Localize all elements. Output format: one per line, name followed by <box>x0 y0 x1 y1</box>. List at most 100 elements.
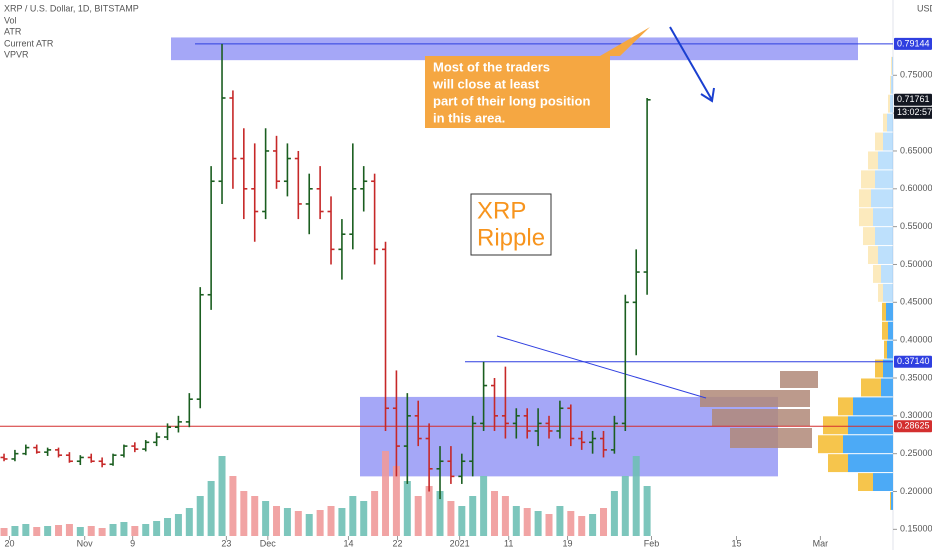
callout-line: part of their long position <box>433 93 590 108</box>
volume-bar <box>327 506 335 536</box>
countdown-tag <box>894 106 932 119</box>
volume-bar <box>196 496 204 536</box>
vpvr-down <box>859 208 873 227</box>
vpvr-down <box>888 94 890 113</box>
vpvr-down <box>878 283 883 302</box>
volume-bar <box>403 481 411 536</box>
vpvr-up <box>883 132 893 151</box>
y-tick-label: 0.45000 <box>900 297 932 307</box>
x-tick-label: 22 <box>392 538 402 548</box>
price-tag-label: 0.37140 <box>897 356 930 366</box>
volume-bar <box>120 522 128 536</box>
vpvr-down <box>859 189 871 208</box>
vpvr-up <box>848 416 893 435</box>
volume-bar <box>11 526 19 536</box>
vpvr-up <box>853 397 893 416</box>
profile-row <box>700 390 810 407</box>
volume-bar <box>338 508 346 536</box>
vpvr-down <box>873 264 881 283</box>
profile-row <box>730 428 812 448</box>
volume-bar <box>305 514 313 536</box>
vpvr <box>818 56 893 510</box>
vpvr-up <box>892 56 893 75</box>
x-tick-label: 15 <box>731 538 741 548</box>
volume-bar <box>153 521 161 536</box>
vpvr-up <box>887 113 893 132</box>
volume-bar <box>436 491 444 536</box>
x-tick-label: 20 <box>4 538 14 548</box>
vpvr-up <box>843 435 893 454</box>
indicator: Current ATR <box>4 38 54 48</box>
volume-bar <box>185 508 193 536</box>
y-tick-label: 0.55000 <box>900 221 932 231</box>
x-tick-label: Feb <box>644 538 660 548</box>
volume-bar <box>207 481 215 536</box>
volume-bar <box>382 451 390 536</box>
vpvr-down <box>818 435 843 454</box>
vpvr-down <box>875 359 883 378</box>
profile-row <box>780 371 818 388</box>
vpvr-down <box>861 378 881 397</box>
vpvr-down <box>890 75 891 94</box>
chart-title: XRP / U.S. Dollar, 1D, BITSTAMP <box>4 3 139 13</box>
x-tick-label: 14 <box>343 538 353 548</box>
volume-bar <box>632 456 640 536</box>
vpvr-down <box>838 397 853 416</box>
arrow-head <box>700 87 715 103</box>
fixed-range-profile <box>700 371 818 448</box>
trend-line <box>496 335 707 399</box>
volume-bar <box>76 527 84 536</box>
vpvr-up <box>891 492 893 510</box>
vpvr-up <box>883 283 893 302</box>
volume-bar <box>349 496 357 536</box>
axes: 0.15000 0.20000 0.25000 0.30000 0.35000 0.400… <box>4 37 932 548</box>
y-tick-label: 0.40000 <box>900 335 932 345</box>
x-tick-label: 11 <box>504 538 513 548</box>
y-tick-label: 0.60000 <box>900 183 932 193</box>
price-tag-label: 0.28625 <box>897 421 930 431</box>
volume-bar <box>218 456 226 536</box>
x-tick-label: 23 <box>221 538 231 548</box>
volume-bar <box>98 528 106 536</box>
vpvr-down <box>884 340 887 359</box>
volume-bar <box>469 496 477 536</box>
volume-bar <box>251 496 259 536</box>
volume-bar <box>131 526 139 536</box>
label-line: XRP <box>477 197 526 224</box>
volume-bar <box>240 491 248 536</box>
x-tick-label: 19 <box>563 538 573 548</box>
volume-bar <box>512 506 520 536</box>
volume-bar <box>545 514 553 536</box>
vpvr-down <box>882 321 888 340</box>
volume-bar <box>371 491 379 536</box>
volume-bar <box>425 486 433 536</box>
volume-bar <box>44 526 52 536</box>
vpvr-down <box>863 227 875 246</box>
y-tick-label: 0.25000 <box>900 448 932 458</box>
vpvr-up <box>883 359 893 378</box>
vpvr-up <box>887 340 893 359</box>
x-tick-label: 2021 <box>450 538 470 548</box>
volume-bar <box>0 528 8 536</box>
volume-bar <box>491 491 499 536</box>
ohlc-bars <box>0 43 651 500</box>
volume-bar <box>283 508 291 536</box>
vpvr-down <box>861 170 875 189</box>
volume-bar <box>643 486 651 536</box>
price-tag <box>894 420 932 433</box>
volume-bar <box>414 496 422 536</box>
y-tick-label: 0.50000 <box>900 259 932 269</box>
vpvr-up <box>890 94 893 113</box>
indicator: ATR <box>4 26 22 36</box>
x-tick-label: 9 <box>130 538 135 548</box>
volume-bar <box>87 526 95 536</box>
volume <box>0 451 651 536</box>
vpvr-up <box>878 151 893 170</box>
label-frame <box>470 193 552 256</box>
y-tick-label: 0.75000 <box>900 70 932 80</box>
volume-bar <box>556 506 564 536</box>
y-tick-label: 0.20000 <box>900 486 932 496</box>
volume-bar <box>600 508 608 536</box>
indicator: VPVR <box>4 49 29 59</box>
